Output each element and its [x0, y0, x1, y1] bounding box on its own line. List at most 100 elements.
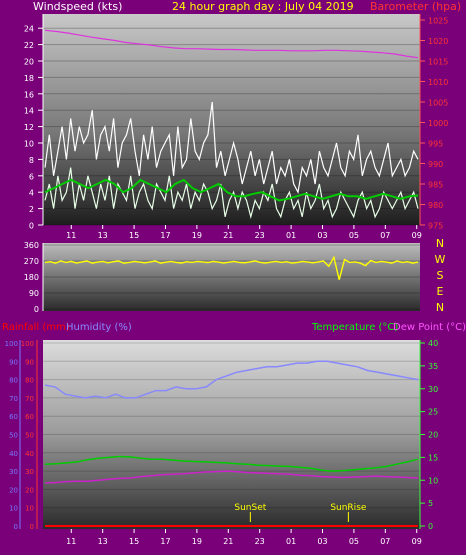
- series-gust: [44, 101, 419, 195]
- baro-tick-label: 1005: [428, 99, 448, 108]
- time-tick-label: 11: [66, 537, 76, 546]
- direction-tick-label: 180: [24, 273, 39, 282]
- temp-tick-label: 0: [428, 522, 433, 531]
- baro-y-axis: 975 980 985 990 995 1000 1005 1010 1015 1020 1025: [419, 14, 448, 231]
- temp-tick-label: 10: [428, 476, 438, 485]
- wind-tick-label: 6: [29, 172, 34, 181]
- rain-tick-label: 0: [30, 523, 34, 531]
- sun-events: SunSet SunRise: [234, 503, 367, 522]
- baro-tick-label: 1000: [428, 119, 448, 128]
- direction-tick-label: 90: [29, 289, 39, 298]
- baro-tick-label: 1015: [428, 58, 448, 67]
- direction-plot-area: [43, 243, 420, 311]
- direction-series: [44, 255, 419, 280]
- baro-tick-label: 980: [428, 201, 443, 210]
- temp-tick-label: 40: [428, 339, 438, 348]
- time-tick-label: 07: [380, 231, 390, 240]
- compass-letter: S: [437, 269, 444, 282]
- wind-tick-label: 10: [24, 140, 34, 149]
- temp-tick-label: 5: [428, 499, 433, 508]
- compass-letter: N: [436, 237, 444, 250]
- time-tick-label: 15: [129, 231, 139, 240]
- time-tick-label: 19: [192, 231, 202, 240]
- wind-baro-series: [44, 29, 419, 220]
- series-temperature: [44, 455, 419, 472]
- direction-tick-label: 360: [24, 241, 39, 250]
- wind-tick-label: 0: [29, 222, 34, 231]
- time-tick-label: 05: [349, 537, 359, 546]
- compass-letter: N: [436, 301, 444, 314]
- temp-tick-label: 30: [428, 385, 438, 394]
- humidity-tick-label: 20: [9, 486, 18, 494]
- rain-tick-label: 20: [25, 486, 34, 494]
- wind-time-axis: 11 13 15 17 19 21 23 01 03 05 07 09: [66, 225, 422, 240]
- time-tick-label: 23: [255, 537, 265, 546]
- wind-tick-label: 8: [29, 156, 34, 165]
- time-tick-label: 03: [317, 231, 327, 240]
- baro-tick-label: 1025: [428, 17, 448, 26]
- series-direction: [44, 255, 419, 280]
- temp-time-axis: 11 13 15 17 19 21 23 01 03 05 07 09: [66, 529, 422, 546]
- rain-tick-label: 40: [25, 450, 34, 458]
- time-tick-label: 05: [349, 231, 359, 240]
- compass-letter: E: [437, 285, 444, 298]
- humidity-tick-label: 70: [9, 395, 18, 403]
- time-tick-label: 23: [255, 231, 265, 240]
- series-wind_avg: [44, 178, 419, 202]
- wind-tick-label: 18: [24, 74, 34, 83]
- direction-tick-label: 270: [24, 257, 39, 266]
- humidity-tick-label: 30: [9, 468, 18, 476]
- temp-tick-label: 35: [428, 362, 438, 371]
- time-tick-label: 15: [129, 537, 139, 546]
- series-dew_point: [44, 470, 419, 484]
- humidity-tick-label: 90: [9, 358, 18, 366]
- baro-tick-label: 995: [428, 140, 443, 149]
- humidity-tick-label: 80: [9, 377, 18, 385]
- wind-axis-label: Windspeed (kts): [33, 0, 122, 13]
- wind-tick-label: 4: [29, 189, 34, 198]
- humidity-axis-label: Humidity (%): [66, 322, 132, 333]
- dewpoint-axis-label: Dew Point (°C): [393, 322, 466, 333]
- humidity-tick-label: 50: [9, 432, 18, 440]
- wind-tick-label: 24: [24, 25, 34, 34]
- humidity-tick-label: 60: [9, 413, 18, 421]
- rain-tick-label: 60: [25, 413, 34, 421]
- time-tick-label: 17: [160, 231, 170, 240]
- time-tick-label: 09: [412, 537, 422, 546]
- time-tick-label: 01: [286, 231, 296, 240]
- wind-tick-label: 2: [29, 205, 34, 214]
- rain-tick-label: 100: [21, 340, 34, 348]
- baro-tick-label: 990: [428, 160, 443, 169]
- time-tick-label: 13: [98, 231, 108, 240]
- time-tick-label: 09: [412, 231, 422, 240]
- temp-tick-label: 20: [428, 431, 438, 440]
- chart-title: 24 hour graph day : July 04 2019: [172, 0, 354, 13]
- rainfall-axis-label: Rainfall (mm): [2, 322, 70, 333]
- rain-tick-label: 50: [25, 432, 34, 440]
- rain-tick-label: 10: [25, 505, 34, 513]
- baro-tick-label: 1010: [428, 78, 448, 87]
- time-tick-label: 19: [192, 537, 202, 546]
- rain-tick-label: 90: [25, 358, 34, 366]
- wind-tick-label: 12: [24, 123, 34, 132]
- series-barometer: [44, 29, 419, 59]
- compass-letter: W: [435, 253, 446, 266]
- temperature-axis-label: Temperature (°C): [311, 322, 398, 333]
- humidity-rain-y-axes: 0 0 10 10 20 20 30 30 40 40 50 50 60 60 70 70 80 80 90 90 10…: [5, 340, 38, 531]
- rain-tick-label: 30: [25, 468, 34, 476]
- direction-y-axis: 0 90 180 270 360: [24, 241, 44, 314]
- time-tick-label: 21: [223, 231, 233, 240]
- time-tick-label: 07: [380, 537, 390, 546]
- rain-tick-label: 70: [25, 395, 34, 403]
- series-humidity: [44, 360, 419, 399]
- time-tick-label: 01: [286, 537, 296, 546]
- humidity-tick-label: 100: [5, 340, 18, 348]
- baro-tick-label: 1020: [428, 37, 448, 46]
- wind-tick-label: 22: [24, 41, 34, 50]
- temp-y-axis: 0 5 10 15 20 25 30 35 40: [419, 339, 438, 531]
- temp-tick-label: 25: [428, 408, 438, 417]
